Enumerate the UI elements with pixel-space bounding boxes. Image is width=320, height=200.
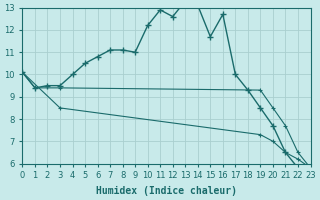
X-axis label: Humidex (Indice chaleur): Humidex (Indice chaleur) <box>96 186 237 196</box>
